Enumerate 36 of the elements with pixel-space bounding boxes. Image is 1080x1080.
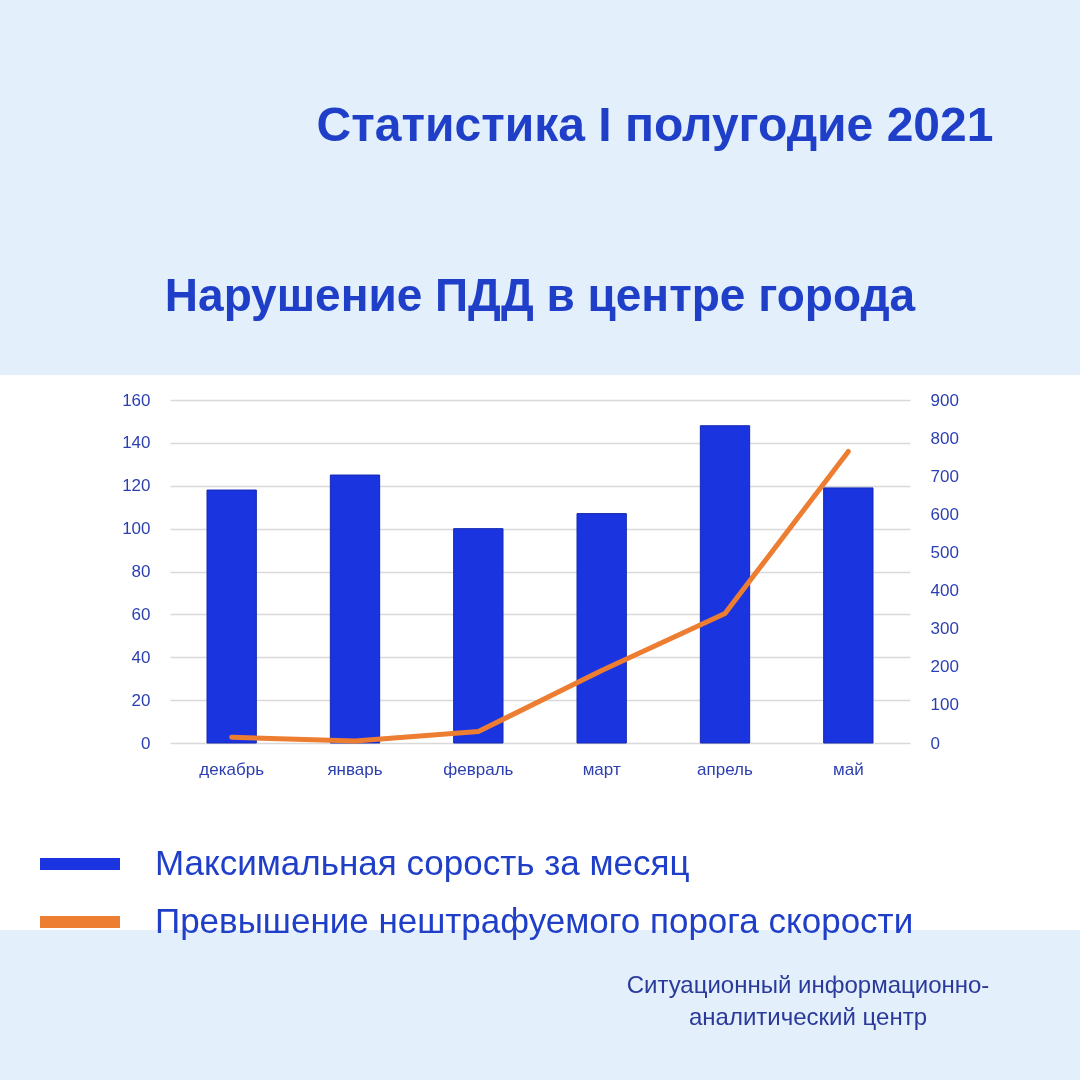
y-tick-label: 160 xyxy=(122,390,151,410)
y-tick-label: 60 xyxy=(131,604,151,624)
y2-tick-label: 100 xyxy=(930,695,959,715)
bar xyxy=(699,425,751,744)
x-tick-label: февраль xyxy=(443,759,514,779)
y-tick-label: 140 xyxy=(122,433,151,453)
legend-label: Превышение нештрафуемого порога скорости xyxy=(155,901,914,940)
y-tick-label: 120 xyxy=(122,476,151,496)
text: Ситуационный информационно-аналитический центр xyxy=(626,971,990,1030)
y-tick-label: 40 xyxy=(131,647,151,667)
x-tick-label: декабрь xyxy=(199,759,265,779)
y2-tick-label: 800 xyxy=(930,428,959,448)
chart-subtitle: Нарушение ПДД в центре города xyxy=(164,269,916,321)
y2-tick-label: 0 xyxy=(930,733,940,753)
y-tick-label: 80 xyxy=(131,562,151,581)
x-tick-label: май xyxy=(833,759,864,779)
x-tick-label: апрель xyxy=(697,759,754,779)
bar xyxy=(576,513,627,744)
y2-tick-label: 200 xyxy=(930,657,959,677)
chart-title: Статистика I полугодие 2021 xyxy=(316,98,994,151)
bar xyxy=(206,489,257,744)
x-tick-label: март xyxy=(582,759,621,779)
y-tick-label: 0 xyxy=(141,733,151,753)
y-tick-label: 100 xyxy=(122,519,151,539)
bar xyxy=(453,528,504,744)
y2-tick-label: 900 xyxy=(930,390,959,410)
y2-tick-label: 600 xyxy=(930,504,959,524)
bar xyxy=(329,474,381,744)
y2-tick-label: 400 xyxy=(930,581,959,601)
y2-tick-label: 700 xyxy=(930,466,959,486)
legend-label: Максимальная сорость за месяц xyxy=(155,843,690,882)
y2-tick-label: 500 xyxy=(930,542,959,562)
bar xyxy=(823,487,874,744)
x-tick-label: январь xyxy=(327,759,383,779)
y-tick-label: 20 xyxy=(131,690,151,710)
y2-tick-label: 300 xyxy=(930,619,959,639)
